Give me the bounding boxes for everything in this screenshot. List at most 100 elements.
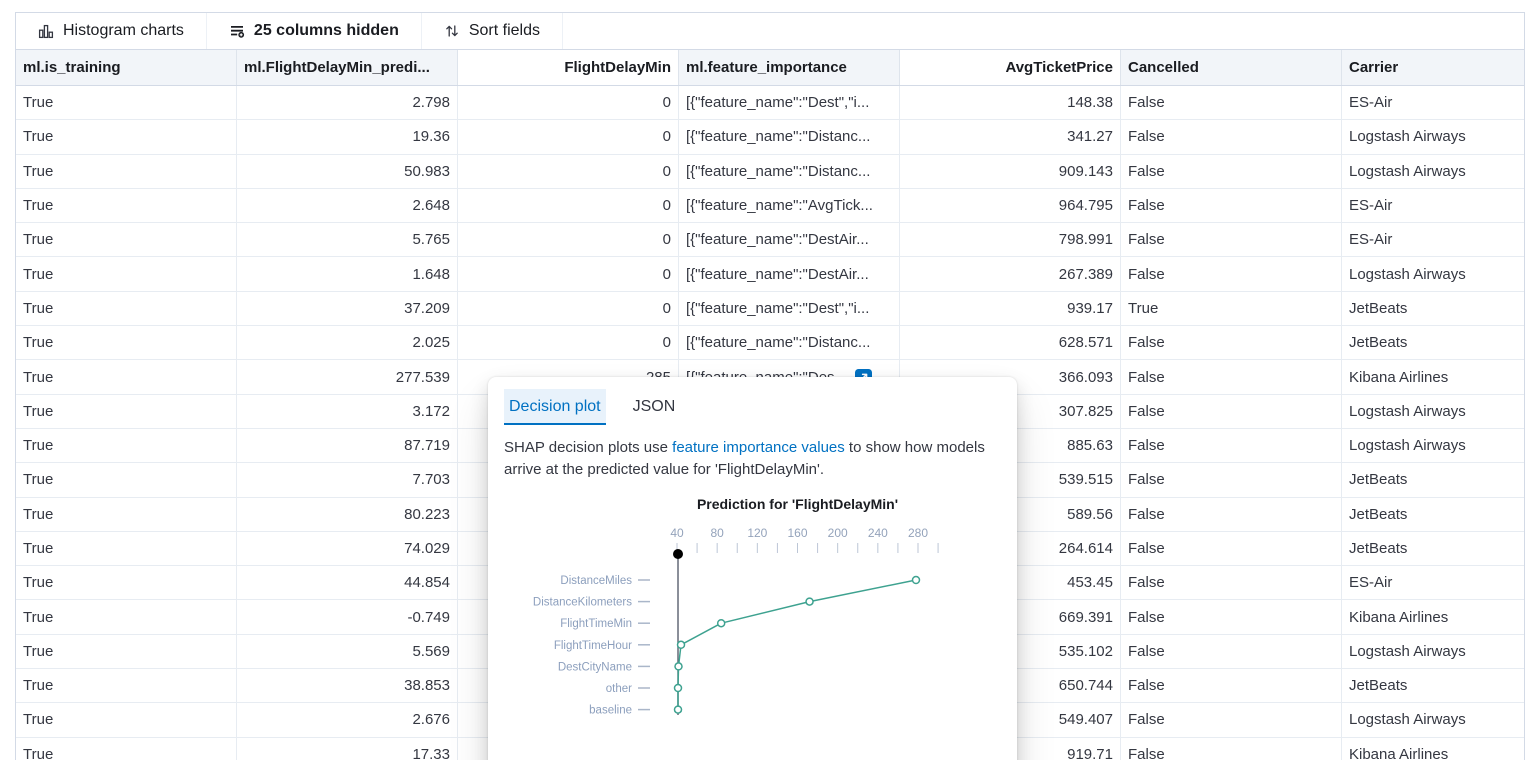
sort-fields-button[interactable]: Sort fields xyxy=(422,13,563,49)
tab-decision-plot[interactable]: Decision plot xyxy=(504,389,606,425)
column-header-cancelled[interactable]: Cancelled xyxy=(1121,50,1342,85)
table-cell[interactable]: 2.025 xyxy=(237,326,458,360)
table-cell[interactable]: 0 xyxy=(458,154,679,188)
table-cell[interactable]: 0 xyxy=(458,86,679,120)
column-header-avgticketprice[interactable]: AvgTicketPrice xyxy=(900,50,1121,85)
table-cell[interactable]: 1.648 xyxy=(237,257,458,291)
table-cell[interactable]: True xyxy=(16,703,237,737)
table-cell[interactable]: 5.765 xyxy=(237,223,458,257)
table-cell[interactable]: 0 xyxy=(458,291,679,326)
table-cell[interactable]: 87.719 xyxy=(237,428,458,463)
table-cell[interactable]: 2.798 xyxy=(237,86,458,120)
table-cell[interactable]: 341.27 xyxy=(900,120,1121,154)
table-cell[interactable]: True xyxy=(16,291,237,326)
table-cell[interactable]: True xyxy=(16,497,237,531)
table-cell[interactable]: False xyxy=(1121,154,1342,188)
table-cell[interactable]: Logstash Airways xyxy=(1342,635,1524,668)
table-cell[interactable]: False xyxy=(1121,120,1342,154)
table-cell[interactable]: 628.571 xyxy=(900,326,1121,360)
table-cell[interactable]: True xyxy=(16,223,237,257)
table-cell[interactable]: 37.209 xyxy=(237,291,458,326)
table-cell[interactable]: True xyxy=(16,531,237,566)
table-cell[interactable]: True xyxy=(16,257,237,291)
feature-importance-link[interactable]: feature importance values xyxy=(672,439,845,456)
table-cell[interactable]: True xyxy=(16,360,237,394)
table-cell[interactable]: True xyxy=(16,463,237,497)
table-cell[interactable]: ES-Air xyxy=(1342,566,1524,599)
table-cell[interactable]: 7.703 xyxy=(237,463,458,497)
table-cell[interactable]: False xyxy=(1121,428,1342,463)
table-cell[interactable]: 909.143 xyxy=(900,154,1121,188)
table-cell[interactable]: 267.389 xyxy=(900,257,1121,291)
column-header-ml-flightdelaymin-predi[interactable]: ml.FlightDelayMin_predi... xyxy=(237,50,458,85)
table-cell[interactable]: 44.854 xyxy=(237,566,458,600)
table-cell[interactable]: 939.17 xyxy=(900,291,1121,326)
table-cell[interactable]: 589.56 xyxy=(900,497,1121,531)
table-cell[interactable]: Logstash Airways xyxy=(1342,155,1524,188)
table-cell[interactable]: [{"feature_name":"Distanc... xyxy=(679,326,900,360)
table-cell[interactable]: JetBeats xyxy=(1342,463,1524,496)
table-cell[interactable]: True xyxy=(16,154,237,188)
table-cell[interactable]: -0.749 xyxy=(237,600,458,634)
table-cell[interactable]: Logstash Airways xyxy=(1342,429,1524,462)
table-cell[interactable]: True xyxy=(16,86,237,120)
table-cell[interactable]: 277.539 xyxy=(237,360,458,394)
table-cell[interactable]: True xyxy=(16,600,237,634)
table-cell[interactable]: [{"feature_name":"AvgTick... xyxy=(679,188,900,223)
table-cell[interactable]: True xyxy=(16,566,237,600)
table-cell[interactable]: False xyxy=(1121,669,1342,703)
table-cell[interactable]: Logstash Airways xyxy=(1342,120,1524,153)
table-cell[interactable]: 3.172 xyxy=(237,394,458,428)
table-cell[interactable]: 38.853 xyxy=(237,669,458,703)
table-cell[interactable]: 2.648 xyxy=(237,188,458,223)
table-cell[interactable]: ES-Air xyxy=(1342,189,1524,222)
table-cell[interactable]: True xyxy=(16,326,237,360)
table-cell[interactable]: 0 xyxy=(458,120,679,154)
table-cell[interactable]: 964.795 xyxy=(900,188,1121,223)
table-cell[interactable]: [{"feature_name":"Distanc... xyxy=(679,120,900,154)
table-cell[interactable]: False xyxy=(1121,257,1342,291)
table-cell[interactable]: [{"feature_name":"DestAir... xyxy=(679,257,900,291)
table-cell[interactable]: 549.407 xyxy=(900,703,1121,737)
table-cell[interactable]: True xyxy=(16,669,237,703)
table-cell[interactable]: JetBeats xyxy=(1342,292,1524,325)
tab-json[interactable]: JSON xyxy=(628,389,681,425)
table-cell[interactable]: 148.38 xyxy=(900,86,1121,120)
table-cell[interactable]: Kibana Airlines xyxy=(1342,360,1524,393)
table-cell[interactable]: False xyxy=(1121,737,1342,760)
table-cell[interactable]: 0 xyxy=(458,223,679,257)
table-cell[interactable]: JetBeats xyxy=(1342,669,1524,702)
table-cell[interactable]: Logstash Airways xyxy=(1342,703,1524,736)
table-cell[interactable]: False xyxy=(1121,463,1342,497)
table-cell[interactable]: False xyxy=(1121,86,1342,120)
table-cell[interactable]: False xyxy=(1121,566,1342,600)
column-header-ml-feature-importance[interactable]: ml.feature_importance xyxy=(679,50,900,85)
table-cell[interactable]: True xyxy=(16,394,237,428)
table-cell[interactable]: True xyxy=(16,737,237,760)
table-cell[interactable]: False xyxy=(1121,703,1342,737)
table-cell[interactable]: 453.45 xyxy=(900,566,1121,600)
table-cell[interactable]: 307.825 xyxy=(900,394,1121,428)
table-cell[interactable]: JetBeats xyxy=(1342,326,1524,359)
table-cell[interactable]: False xyxy=(1121,600,1342,634)
table-cell[interactable]: 0 xyxy=(458,257,679,291)
table-cell[interactable]: False xyxy=(1121,360,1342,394)
table-cell[interactable]: True xyxy=(16,428,237,463)
table-cell[interactable]: [{"feature_name":"Dest","i... xyxy=(679,291,900,326)
table-cell[interactable]: Logstash Airways xyxy=(1342,257,1524,290)
table-cell[interactable]: False xyxy=(1121,326,1342,360)
table-cell[interactable]: 669.391 xyxy=(900,600,1121,634)
table-cell[interactable]: 74.029 xyxy=(237,531,458,566)
table-cell[interactable]: 650.744 xyxy=(900,669,1121,703)
column-header-ml-is-training[interactable]: ml.is_training xyxy=(16,50,237,85)
table-cell[interactable]: 535.102 xyxy=(900,634,1121,669)
histogram-charts-button[interactable]: Histogram charts xyxy=(16,13,207,49)
table-cell[interactable]: True xyxy=(16,120,237,154)
table-cell[interactable]: True xyxy=(16,188,237,223)
table-cell[interactable]: ES-Air xyxy=(1342,86,1524,119)
table-cell[interactable]: ES-Air xyxy=(1342,223,1524,256)
table-cell[interactable]: 919.71 xyxy=(900,737,1121,760)
table-cell[interactable]: 366.093 xyxy=(900,360,1121,394)
table-cell[interactable]: False xyxy=(1121,531,1342,566)
column-header-flightdelaymin[interactable]: FlightDelayMin xyxy=(458,50,679,85)
